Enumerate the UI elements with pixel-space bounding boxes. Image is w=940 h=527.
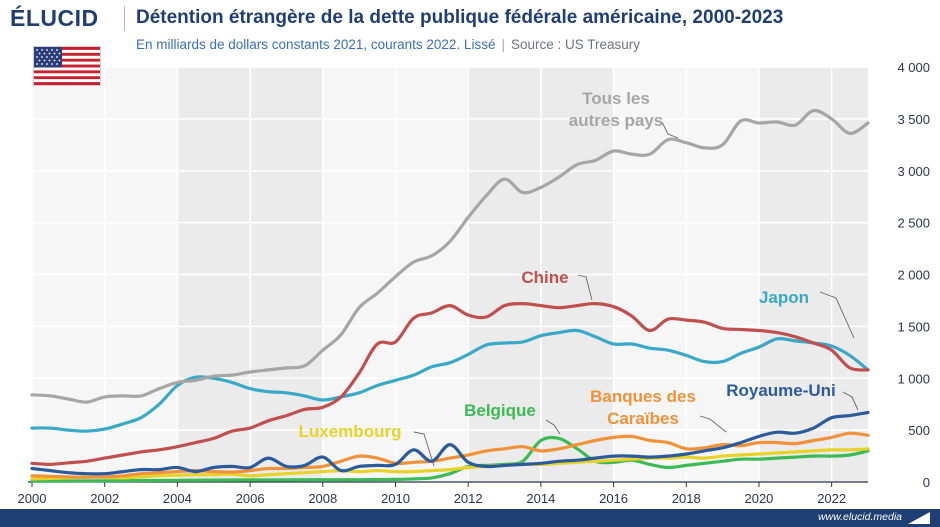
y-tick-label: 1 000 bbox=[897, 371, 930, 386]
y-tick-label: 3 000 bbox=[897, 164, 930, 179]
footer-bar: www.elucid.media bbox=[0, 509, 940, 527]
leader-line-japon bbox=[819, 291, 855, 339]
y-tick-label: 2 000 bbox=[897, 268, 930, 283]
series-label-banques-des-caraibes: Caraïbes bbox=[607, 409, 679, 428]
series-line-chine bbox=[30, 301, 870, 466]
x-tick-label: 2008 bbox=[308, 491, 337, 506]
series-line-luxembourg bbox=[30, 447, 870, 481]
series-label-belgique: Belgique bbox=[464, 401, 536, 420]
chart-subtitle: En milliards de dollars constants 2021, … bbox=[136, 37, 640, 52]
chart-title: Détention étrangère de la dette publique… bbox=[136, 7, 784, 28]
leader-line-chine bbox=[577, 274, 593, 301]
elucid-mark-icon bbox=[908, 512, 930, 524]
y-tick-label: 0 bbox=[923, 475, 930, 490]
x-tick-label: 2012 bbox=[454, 491, 483, 506]
series-label-japon: Japon bbox=[759, 288, 809, 307]
series-line-banques-des-caraibes bbox=[30, 431, 870, 479]
x-tick-label: 2014 bbox=[526, 491, 555, 506]
y-tick-label: 2 500 bbox=[897, 216, 930, 231]
leader-line-tous-les-autres-pays bbox=[661, 121, 679, 139]
leader-line-belgique bbox=[545, 419, 561, 435]
footer-url[interactable]: www.elucid.media bbox=[817, 511, 902, 523]
series-line-japon bbox=[30, 328, 870, 433]
x-tick-label: 2002 bbox=[90, 491, 119, 506]
brand-divider bbox=[124, 6, 125, 31]
leader-line-luxembourg bbox=[413, 431, 435, 467]
x-tick-label: 2006 bbox=[236, 491, 265, 506]
header: ÉLUCID Détention étrangère de la dette p… bbox=[0, 0, 940, 58]
y-tick-label: 500 bbox=[908, 423, 930, 438]
series-label-chine: Chine bbox=[521, 268, 568, 287]
source-text: Source : US Treasury bbox=[510, 37, 641, 52]
x-tick-label: 2020 bbox=[744, 491, 773, 506]
us-flag-icon bbox=[34, 47, 100, 85]
series-line-tous-les-autres-pays bbox=[30, 108, 870, 404]
x-tick-label: 2018 bbox=[672, 491, 701, 506]
series-line-royaume-uni bbox=[30, 410, 870, 476]
x-tick-label: 2000 bbox=[18, 491, 47, 506]
series-label-luxembourg: Luxembourg bbox=[299, 422, 402, 441]
subtitle-separator: | bbox=[501, 37, 505, 52]
x-tick-label: 2016 bbox=[599, 491, 628, 506]
series-label-tous-les-autres-pays: Tous les bbox=[582, 89, 650, 108]
series-label-royaume-uni: Royaume-Uni bbox=[726, 381, 836, 400]
x-tick-label: 2022 bbox=[817, 491, 846, 506]
y-tick-label: 3 500 bbox=[897, 112, 930, 127]
line-chart: 0 500 1 000 1 500 2 000 2 500 3 000 3 500 4 000 2… bbox=[18, 60, 930, 506]
leader-line-banques-des-caraibes bbox=[699, 415, 727, 433]
series-label-tous-les-autres-pays: autres pays bbox=[569, 111, 664, 130]
x-tick-label: 2010 bbox=[381, 491, 410, 506]
series-label-banques-des-caraibes: Banques des bbox=[590, 387, 696, 406]
x-tick-label: 2004 bbox=[163, 491, 192, 506]
brand-logo: ÉLUCID bbox=[10, 5, 99, 31]
series-line-belgique bbox=[30, 435, 870, 483]
y-tick-label: 4 000 bbox=[897, 60, 930, 75]
leader-line-royaume-uni bbox=[842, 391, 859, 411]
y-tick-label: 1 500 bbox=[897, 319, 930, 334]
subtitle-text: En milliards de dollars constants 2021, … bbox=[136, 37, 496, 52]
